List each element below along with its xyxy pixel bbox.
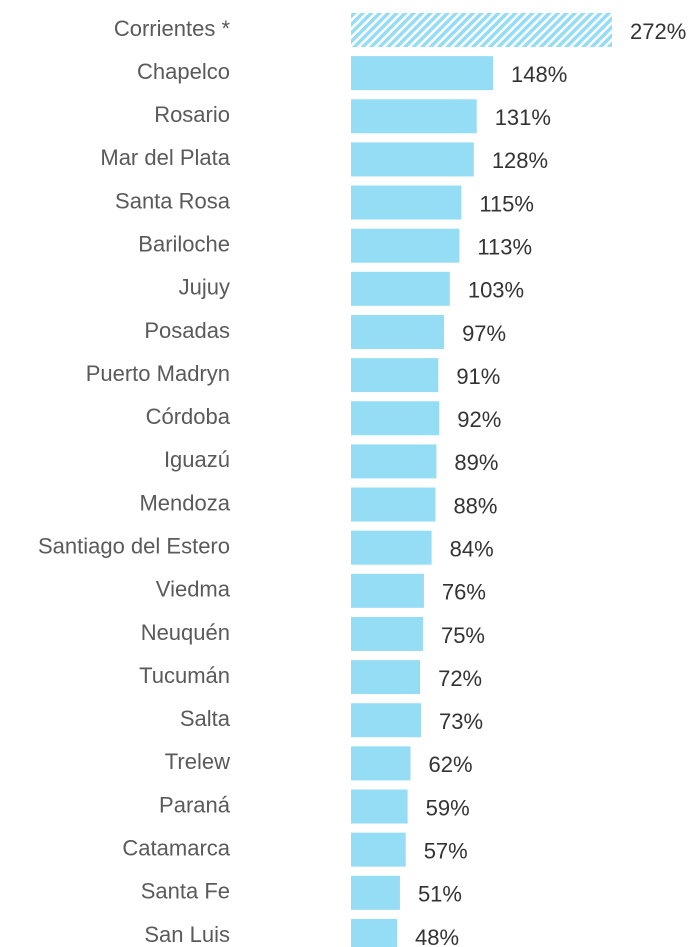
category-label: Santa Rosa [115, 188, 231, 213]
category-label: Córdoba [146, 404, 231, 429]
value-label: 148% [511, 62, 567, 87]
bar [351, 918, 398, 947]
bar [351, 746, 411, 781]
bar [351, 13, 612, 47]
bar [351, 616, 423, 651]
category-label: Paraná [159, 792, 231, 817]
category-label: Trelew [165, 749, 230, 774]
value-label: 88% [453, 493, 497, 518]
value-label: 92% [457, 407, 501, 432]
category-label: Puerto Madryn [86, 361, 230, 386]
category-label: Bariloche [138, 232, 230, 257]
value-label: 128% [492, 148, 548, 173]
category-label: Rosario [154, 102, 230, 127]
value-label: 113% [477, 235, 532, 260]
bar [351, 703, 422, 738]
value-label: 103% [468, 278, 524, 303]
category-label: Jujuy [179, 275, 230, 300]
category-label: Tucumán [139, 663, 230, 688]
value-label: 62% [428, 752, 472, 777]
bar [351, 56, 494, 91]
value-label: 51% [418, 882, 462, 907]
bar [351, 185, 462, 220]
category-label: Chapelco [137, 59, 230, 84]
category-label: Viedma [156, 577, 231, 602]
category-label: Corrientes * [114, 16, 231, 41]
category-label: Santa Fe [141, 879, 230, 904]
category-label: San Luis [144, 922, 230, 947]
bar [351, 660, 421, 695]
bar [351, 444, 437, 479]
value-label: 57% [424, 838, 468, 863]
bar [351, 358, 439, 393]
category-label: Salta [180, 706, 231, 731]
bar [351, 573, 424, 608]
bar [351, 530, 432, 565]
category-label: Mar del Plata [100, 145, 230, 170]
value-label: 131% [495, 105, 551, 130]
bar [351, 271, 450, 306]
value-label: 115% [479, 191, 534, 216]
value-label: 48% [415, 925, 459, 947]
category-label: Iguazú [164, 447, 230, 472]
bar [351, 789, 408, 824]
category-label: Catamarca [122, 835, 230, 860]
bar [351, 875, 400, 910]
bar [351, 401, 440, 436]
value-label: 76% [442, 580, 486, 605]
category-label: Mendoza [139, 490, 230, 515]
value-label: 59% [426, 795, 470, 820]
value-label: 91% [456, 364, 500, 389]
value-label: 72% [438, 666, 482, 691]
category-label: Santiago del Estero [38, 533, 230, 558]
value-label: 89% [454, 450, 498, 475]
bar [351, 99, 477, 134]
value-label: 73% [439, 709, 483, 734]
value-label: 272% [630, 19, 686, 44]
bar [351, 314, 445, 349]
value-label: 97% [462, 321, 506, 346]
bar [351, 832, 406, 867]
bar [351, 142, 474, 177]
value-label: 84% [450, 536, 494, 561]
category-label: Posadas [144, 318, 230, 343]
category-label: Neuquén [141, 620, 230, 645]
bar [351, 228, 460, 263]
bar [351, 487, 436, 522]
value-label: 75% [441, 623, 485, 648]
